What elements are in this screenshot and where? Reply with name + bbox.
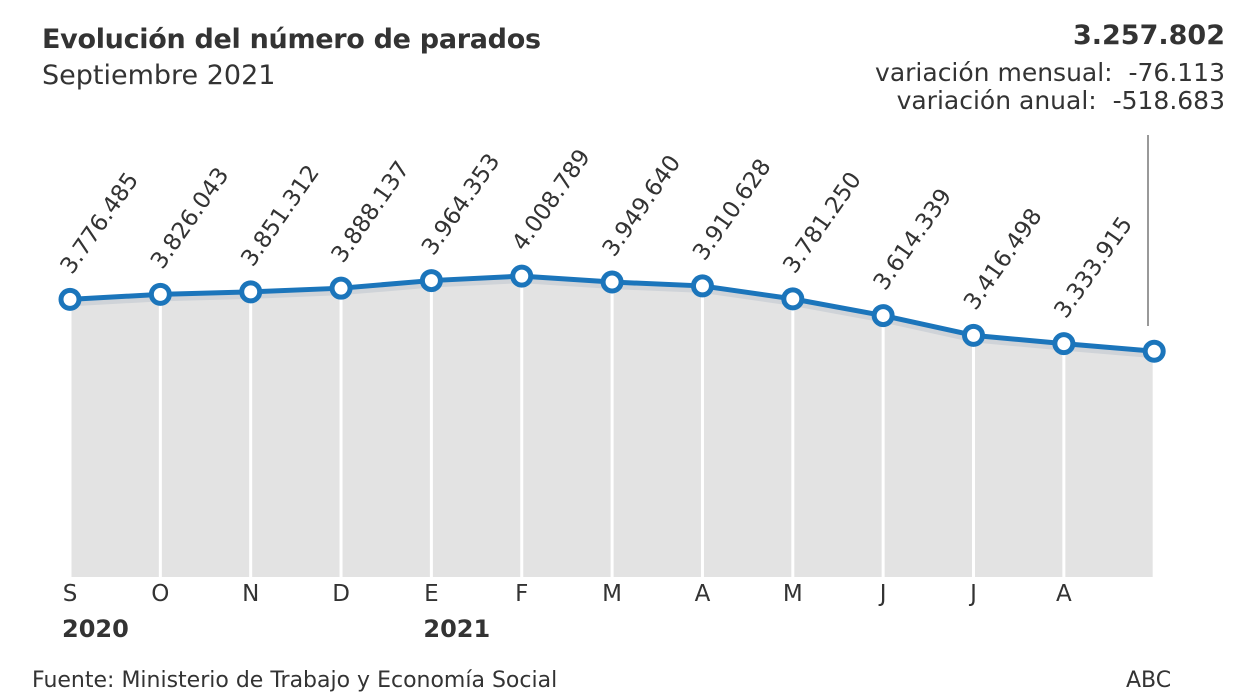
- x-tick-label: D: [332, 581, 350, 607]
- data-point: [239, 280, 263, 304]
- data-label: 3.333.915: [1049, 212, 1137, 323]
- data-point: [419, 269, 443, 293]
- year-label: 2021: [423, 615, 490, 643]
- x-tick-label: F: [515, 581, 528, 607]
- chart-title: Evolución del número de parados: [42, 24, 541, 55]
- x-tick-label: A: [1056, 581, 1072, 607]
- data-label: 3.776.485: [56, 168, 144, 279]
- data-label: 3.851.312: [236, 161, 324, 272]
- data-label: 3.826.043: [146, 163, 234, 274]
- data-label: 3.910.628: [688, 155, 776, 266]
- data-point: [510, 264, 534, 288]
- data-label: 3.614.339: [869, 184, 957, 295]
- data-point: [962, 323, 985, 347]
- data-label: 3.888.137: [327, 157, 415, 268]
- data-label: 3.964.353: [417, 149, 505, 260]
- data-point: [58, 287, 82, 311]
- x-tick-label: J: [878, 581, 887, 607]
- x-tick-label: J: [968, 581, 977, 607]
- data-point: [1052, 332, 1076, 356]
- x-tick-label: O: [151, 581, 169, 607]
- year-label: 2020: [62, 615, 129, 643]
- data-point: [1142, 339, 1166, 363]
- x-tick-label: M: [602, 581, 622, 607]
- data-label: 3.781.250: [778, 168, 866, 279]
- x-tick-label: A: [695, 581, 711, 607]
- data-point: [329, 276, 353, 300]
- x-tick-label: S: [63, 581, 78, 607]
- latest-total: 3.257.802: [1072, 20, 1225, 51]
- monthly-variation: variación mensual: -76.113: [875, 58, 1225, 87]
- chart-subtitle: Septiembre 2021: [42, 60, 276, 91]
- data-point: [690, 274, 714, 298]
- x-tick-label: M: [783, 581, 803, 607]
- x-tick-label: E: [424, 581, 439, 607]
- x-tick-label: N: [242, 581, 259, 607]
- data-point: [148, 282, 172, 306]
- annual-variation: variación anual: -518.683: [896, 86, 1225, 115]
- brand-label: ABC: [1126, 668, 1172, 693]
- data-label: 3.416.498: [959, 204, 1047, 315]
- data-point: [871, 304, 895, 328]
- data-point: [781, 287, 805, 311]
- data-point: [600, 270, 624, 294]
- data-label: 3.949.640: [598, 151, 686, 262]
- source-note: Fuente: Ministerio de Trabajo y Economía…: [32, 668, 558, 693]
- data-label: 4.008.789: [507, 145, 595, 256]
